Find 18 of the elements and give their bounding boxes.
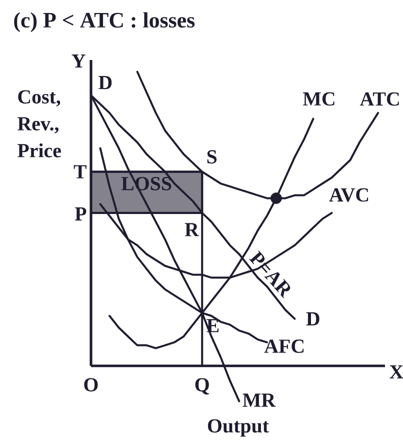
annotation: D: [98, 76, 112, 90]
x-axis-title: Output: [208, 419, 269, 437]
text: Y: [72, 54, 86, 68]
annotation: R: [184, 223, 200, 236]
series-label: MR: [242, 394, 276, 407]
series-label: MC: [302, 92, 334, 106]
chart-title: (c) P < ATC : losses: [14, 12, 195, 32]
series-label: AVC: [329, 188, 368, 202]
x-tick-label: Q: [195, 378, 209, 395]
x-tick-label: O: [84, 378, 98, 392]
series-label: AFC: [264, 340, 304, 353]
text: X: [390, 365, 403, 378]
y-axis-title: Cost, Rev., Price: [18, 90, 61, 158]
annotation: S: [207, 150, 217, 164]
series-label: ATC: [360, 92, 399, 106]
text: T: [74, 165, 86, 178]
annotation: D: [306, 312, 320, 326]
text: P: [74, 207, 86, 220]
